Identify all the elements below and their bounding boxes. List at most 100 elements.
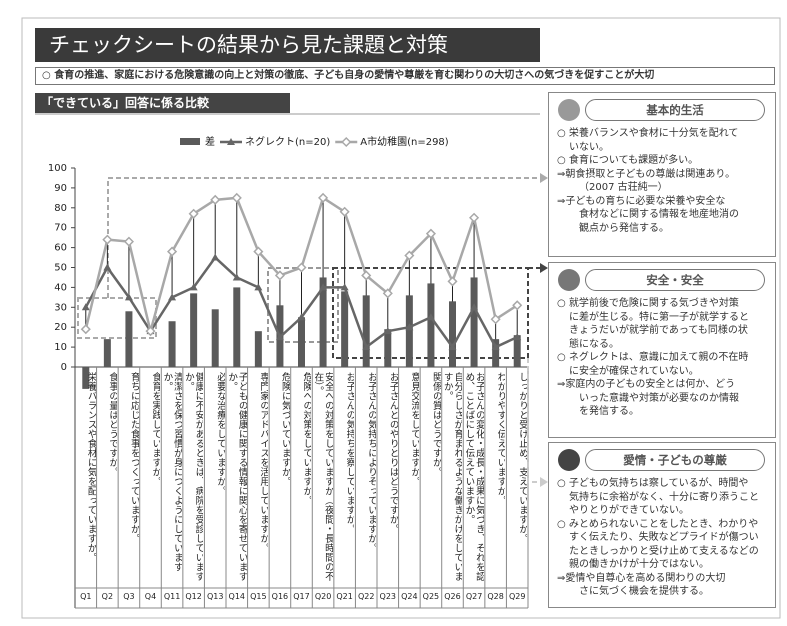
y-tick-label: 40 <box>54 282 67 293</box>
marker <box>339 206 350 217</box>
marker <box>426 313 435 321</box>
x-tick-label: Q21 <box>336 592 353 601</box>
panel-title: 安全・安全 <box>585 269 765 291</box>
y-tick-label: 30 <box>54 302 67 313</box>
marker <box>405 323 414 331</box>
marker <box>103 263 112 271</box>
marker <box>491 343 500 351</box>
bar <box>190 293 198 367</box>
panel-text: すく伝えたり、失敗などプライドが傷つい <box>569 532 759 543</box>
x-tick-label: Q25 <box>422 592 440 601</box>
highlight-arrow <box>527 358 540 483</box>
panel-icon <box>558 269 580 291</box>
y-tick-label: 90 <box>54 183 67 194</box>
panel-text: やりとりができていない。 <box>569 505 689 516</box>
panel: 安全・安全 ○ 就学前後で危険に関する気づきや対策に差が生じる。特に第一子が就学す… <box>548 262 776 438</box>
panel-items: ○ 子どもの気持ちは察しているが、時間や気持ちに余裕がなく、十分に寄り添うことや… <box>557 477 771 599</box>
category-text: 危険に気づいていますか。 <box>279 372 290 486</box>
x-tick-label: Q17 <box>293 592 310 601</box>
x-tick-label: Q29 <box>508 592 526 601</box>
panel: 愛情・子どもの尊厳 ○ 子どもの気持ちは察しているが、時間や気持ちに余裕がなく、十… <box>548 442 776 608</box>
legend-label: 差 <box>205 135 215 148</box>
x-tick-label: Q11 <box>163 592 181 601</box>
bar <box>405 295 413 367</box>
marker <box>211 253 220 261</box>
category-text: 関係の質はどうですか。 <box>430 372 441 477</box>
category-text: 自分らしさが育まれるような働きかけをしていますか。 <box>443 372 463 581</box>
y-tick-label: 70 <box>54 223 67 234</box>
x-tick-label: Q23 <box>379 592 397 601</box>
marker <box>102 234 113 245</box>
x-tick-label: Q1 <box>80 592 92 601</box>
x-tick-label: Q22 <box>357 592 375 601</box>
marker <box>362 343 371 351</box>
category-text: お子さんの気持ちを察していますか。 <box>344 372 355 534</box>
panel-text: 親の働きかけが十分ではない。 <box>569 559 709 570</box>
marker <box>232 273 241 281</box>
marker <box>188 208 199 219</box>
marker <box>81 303 90 311</box>
bar <box>211 309 219 367</box>
marker <box>124 293 133 301</box>
panel-icon <box>558 99 580 121</box>
bar <box>103 339 111 367</box>
bar <box>384 329 392 367</box>
panel-text: 観点から発信する。 <box>579 222 669 234</box>
bar <box>233 287 241 367</box>
panel-text: （2007 古荘純一） <box>579 182 668 193</box>
bar <box>362 295 370 367</box>
category-text: 清潔さを保つ習慣が身につくようにしていますか。 <box>163 372 182 572</box>
legend-swatch <box>180 138 200 145</box>
panel-title: 愛情・子どもの尊厳 <box>585 449 765 471</box>
panel-text: ○ 栄養バランスや食材に十分気を配れて <box>557 128 739 139</box>
x-tick-label: Q27 <box>465 592 483 601</box>
panel-text: たときしっかりと受け止めて支えるなどの <box>569 545 759 557</box>
marker <box>253 246 264 257</box>
x-tick-label: Q12 <box>185 592 202 601</box>
bar <box>470 277 478 367</box>
x-tick-label: Q13 <box>206 592 224 601</box>
category-text: 専門家のアドバイスを活用していますか。 <box>258 372 269 553</box>
bar <box>298 317 305 367</box>
panel-text: に差が生じる。特に第一子が就学すると <box>569 311 749 323</box>
panel-text: 気持ちに余裕がなく、十分に寄り添うこと <box>569 491 759 503</box>
marker <box>296 262 307 273</box>
category-text: 健康に不安があるときは、病院を受診していますか。 <box>184 372 204 581</box>
y-tick-label: 10 <box>54 342 67 353</box>
x-tick-label: Q2 <box>101 592 114 601</box>
arrow-head <box>540 263 548 273</box>
y-tick-label: 80 <box>54 203 67 214</box>
marker <box>254 283 263 291</box>
panel-text: 食材などに関する情報を地産地消の <box>579 209 739 220</box>
category-text: 食育を実践していますか。 <box>150 372 161 486</box>
marker <box>513 333 522 341</box>
marker <box>297 313 306 321</box>
marker <box>275 333 284 341</box>
category-text: 育ちに応じた食事をつくっていますか。 <box>128 372 139 543</box>
legend-marker <box>227 138 235 145</box>
bar <box>319 277 327 367</box>
marker <box>123 236 134 247</box>
marker <box>404 250 415 261</box>
marker <box>167 246 178 257</box>
panel: 基本的生活 ○ 栄養バランスや食材に十分気を配れて いない。 ○ 食育についても課題が… <box>548 92 776 257</box>
category-text: お子さんとのやりとりはどうですか。 <box>387 372 398 534</box>
panel-text: ⇒朝食摂取と子どもの尊厳は関連あり。 <box>557 168 736 180</box>
x-tick-label: Q16 <box>271 592 289 601</box>
chart-title: 「できている」回答に係る比較 <box>35 93 290 113</box>
x-tick-label: Q15 <box>250 592 267 601</box>
x-tick-label: Q28 <box>487 592 504 601</box>
panel-text: ⇒家庭内の子どもの安全とは何か、どう <box>557 379 736 390</box>
bar <box>427 283 435 367</box>
marker <box>189 283 198 291</box>
panel-text: ○ 子どもの気持ちは察しているが、時間や <box>557 478 749 489</box>
panel-items: ○ 栄養バランスや食材に十分気を配れて いない。 ○ 食育についても課題が多い。 ⇒朝… <box>557 127 771 235</box>
arrow-head <box>540 477 548 487</box>
marker <box>168 293 177 301</box>
x-tick-label: Q20 <box>314 592 332 601</box>
category-text: 必要な治療をしていますか。 <box>214 372 225 496</box>
panel-text: ○ 就学前後で危険に関する気づきや対策 <box>557 298 739 309</box>
marker <box>448 343 457 351</box>
marker <box>425 228 436 239</box>
